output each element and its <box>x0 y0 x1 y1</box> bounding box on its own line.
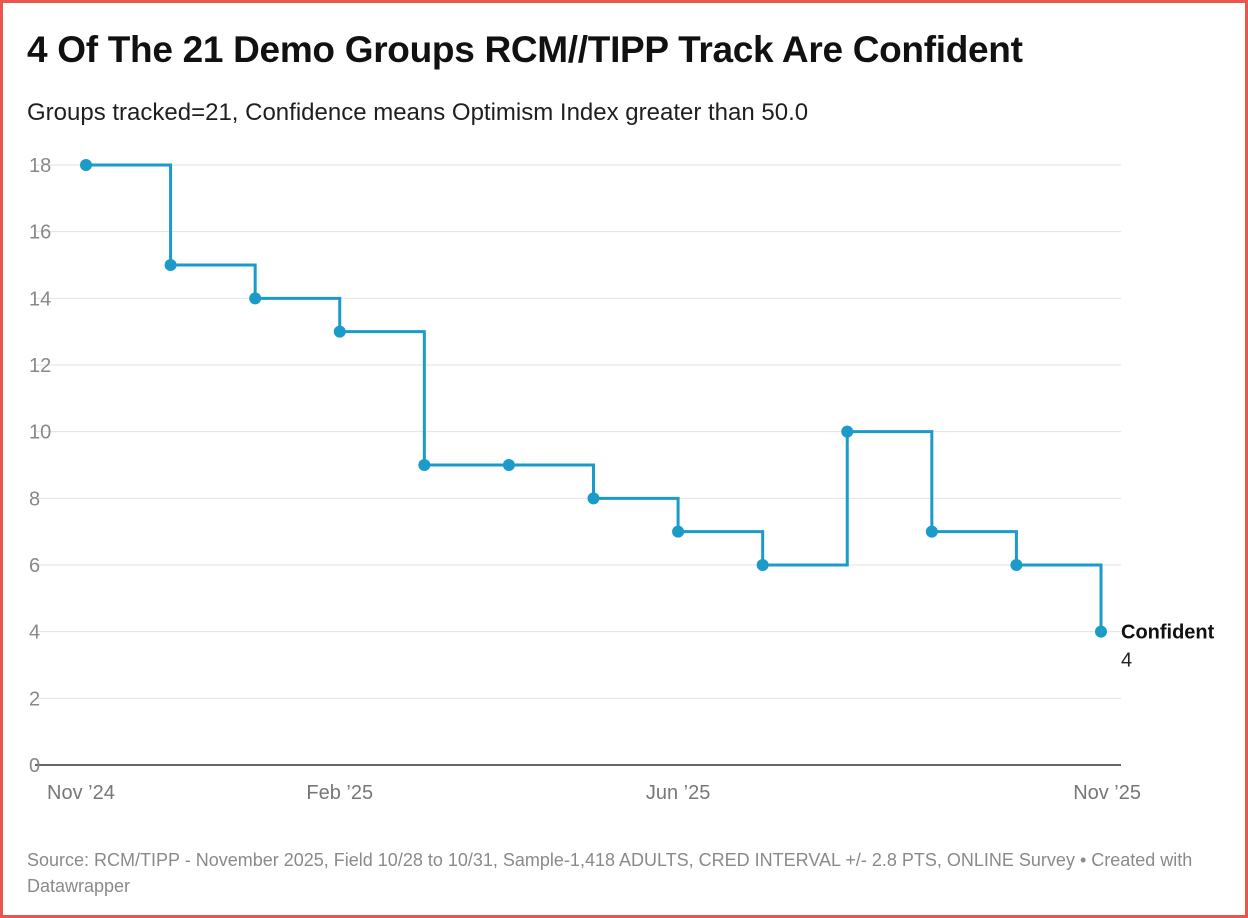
y-tick-label: 8 <box>29 488 40 510</box>
data-point <box>925 525 938 538</box>
data-point <box>249 292 262 305</box>
y-tick-label: 10 <box>29 422 51 444</box>
x-tick-label: Nov ’25 <box>1073 782 1141 804</box>
data-point <box>502 459 515 471</box>
y-axis-ticks: 0 2 4 6 8 10 12 14 16 18 <box>29 155 51 777</box>
data-point <box>841 425 854 438</box>
end-label-name: Confident <box>1121 622 1215 644</box>
gridlines <box>35 164 1121 766</box>
series-line-confident <box>86 163 1103 632</box>
y-tick-label: 4 <box>29 622 40 644</box>
data-point <box>1010 559 1023 571</box>
data-point <box>672 525 685 538</box>
chart-title: 4 Of The 21 Demo Groups RCM//TIPP Track … <box>27 29 1023 70</box>
y-tick-label: 14 <box>29 288 51 310</box>
data-point <box>80 159 92 171</box>
data-point <box>418 459 431 471</box>
data-point <box>164 259 177 271</box>
chart-subtitle: Groups tracked=21, Confidence means Opti… <box>27 99 809 126</box>
x-tick-label: Jun ’25 <box>646 782 711 804</box>
y-tick-label: 12 <box>29 355 51 377</box>
series-points <box>80 159 1107 638</box>
data-point <box>333 325 346 338</box>
x-tick-label: Nov ’24 <box>47 782 115 804</box>
end-label-value: 4 <box>1121 650 1132 672</box>
y-tick-label: 16 <box>29 222 51 244</box>
x-axis-ticks: Nov ’24 Feb ’25 Jun ’25 Nov ’25 <box>47 782 1141 804</box>
data-point <box>756 559 769 571</box>
y-tick-label: 6 <box>29 555 40 577</box>
source-note: Source: RCM/TIPP - November 2025, Field … <box>27 850 1193 896</box>
x-tick-label: Feb ’25 <box>306 782 373 804</box>
data-point <box>587 492 600 505</box>
y-tick-label: 18 <box>29 155 51 177</box>
y-tick-label: 2 <box>29 688 40 710</box>
y-tick-label: 0 <box>29 755 40 777</box>
data-point <box>1095 625 1107 638</box>
